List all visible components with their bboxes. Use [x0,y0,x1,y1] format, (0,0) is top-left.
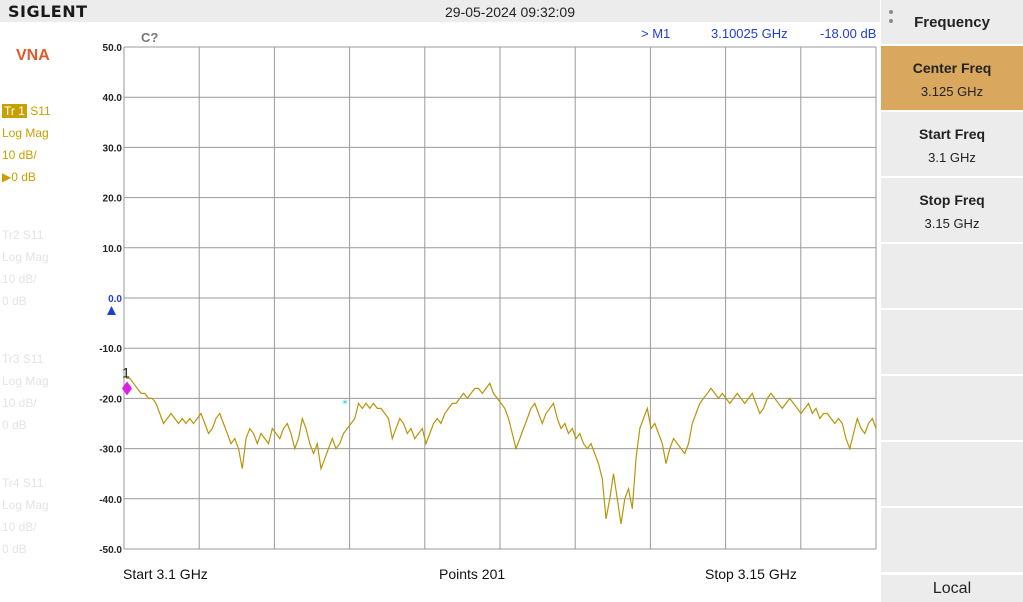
trace-param: S11 [22,228,44,242]
top-status-bar: SIGLENT 29-05-2024 09:32:09 [0,0,880,22]
marker-value: -18.00 dB [820,26,877,41]
trace-ref: 0 dB [2,294,27,308]
datetime: 29-05-2024 09:32:09 [445,4,575,20]
marker-label: > M1 [641,26,671,41]
points-count[interactable]: Points 201 [439,566,506,582]
menu-title: Frequency [914,14,990,31]
calibration-status: C? [141,30,159,45]
trace-ref: 0 dB [2,542,27,556]
local-button[interactable]: Local [881,573,1023,602]
softkey-6[interactable] [881,376,1023,442]
softkey-label: Start Freq [918,126,986,142]
softkey-8[interactable] [881,508,1023,574]
trace-tag: Tr 1 [2,104,27,118]
trace-tag: Tr2 [2,228,20,242]
marker-1-number: 1 [122,364,130,380]
trace-param: S11 [22,352,44,366]
softkey-label: Stop Freq [919,192,985,208]
trace-param: S11 [30,104,51,118]
stop-frequency[interactable]: Stop 3.15 GHz [705,566,797,582]
brand-logo: SIGLENT [8,2,88,21]
menu-handle-icon [889,10,893,28]
ref-arrow-icon: ▶ [2,170,12,184]
marker-1-icon[interactable] [122,381,132,396]
reference-level-icon[interactable] [107,306,116,315]
y-tick-label: 20.0 [103,194,123,205]
softkey-4[interactable] [881,244,1023,310]
y-tick-label: -30.0 [99,445,122,456]
trace-3-info[interactable]: Tr3 S11 Log Mag 10 dB/ 0 dB [2,348,49,436]
y-tick-label: 10.0 [103,244,123,255]
softkey-7[interactable] [881,442,1023,508]
center-freq-key[interactable]: Center Freq 3.125 GHz [881,46,1023,112]
trace-ref: 0 dB [11,170,36,184]
trace-format: Log Mag [2,250,49,264]
start-frequency[interactable]: Start 3.1 GHz [123,566,208,582]
y-tick-label: 40.0 [103,93,123,104]
trace-2-info[interactable]: Tr2 S11 Log Mag 10 dB/ 0 dB [2,224,49,312]
mode-label: VNA [16,47,50,64]
trace-markers: 1* [107,306,348,410]
y-tick-label: -20.0 [99,394,122,405]
plot-area[interactable]: 50.0 40.0 30.0 20.0 10.0 0.0 -10.0 -20.0 -30.0 -4… [0,0,880,600]
y-tick-label: -10.0 [99,344,122,355]
softkey-menu: Frequency Center Freq 3.125 GHz Start Freq… [881,0,1023,602]
y-tick-label: 50.0 [103,43,123,54]
star-marker-icon: * [342,397,348,410]
stop-freq-key[interactable]: Stop Freq 3.15 GHz [881,178,1023,244]
trace-4-info[interactable]: Tr4 S11 Log Mag 10 dB/ 0 dB [2,472,49,560]
trace-format: Log Mag [2,374,49,388]
trace-format: Log Mag [2,498,49,512]
trace-scale: 10 dB/ [2,272,37,286]
y-axis-ticks: 50.0 40.0 30.0 20.0 10.0 0.0 -10.0 -20.0 -30.0 -4… [99,43,122,556]
marker-frequency: 3.10025 GHz [711,26,788,41]
trace-tag: Tr3 [2,352,20,366]
trace-scale: 10 dB/ [2,148,37,162]
y-tick-label: -50.0 [99,545,122,556]
softkey-label: Center Freq [912,60,992,76]
softkey-5[interactable] [881,310,1023,376]
trace-tag: Tr4 [2,476,20,490]
trace-param: S11 [22,476,44,490]
menu-title-key[interactable]: Frequency [881,0,1023,46]
trace-scale: 10 dB/ [2,520,37,534]
plot-grid [123,46,877,550]
trace-s11-line [126,377,877,524]
softkey-value: 3.125 GHz [920,84,984,99]
softkey-value: 3.1 GHz [928,150,976,165]
trace-ref: 0 dB [2,418,27,432]
trace-1-info[interactable]: Tr 1 S11 Log Mag 10 dB/ ▶0 dB [2,100,51,188]
softkey-value: 3.15 GHz [924,216,980,231]
y-tick-label: 30.0 [103,143,123,154]
y-tick-label: 0.0 [108,294,122,305]
start-freq-key[interactable]: Start Freq 3.1 GHz [881,112,1023,178]
trace-scale: 10 dB/ [2,396,37,410]
y-tick-label: -40.0 [99,495,122,506]
trace-format: Log Mag [2,126,49,140]
trace-panel: VNA Tr 1 S11 Log Mag 10 dB/ ▶0 dB Tr2 S1… [0,22,100,600]
